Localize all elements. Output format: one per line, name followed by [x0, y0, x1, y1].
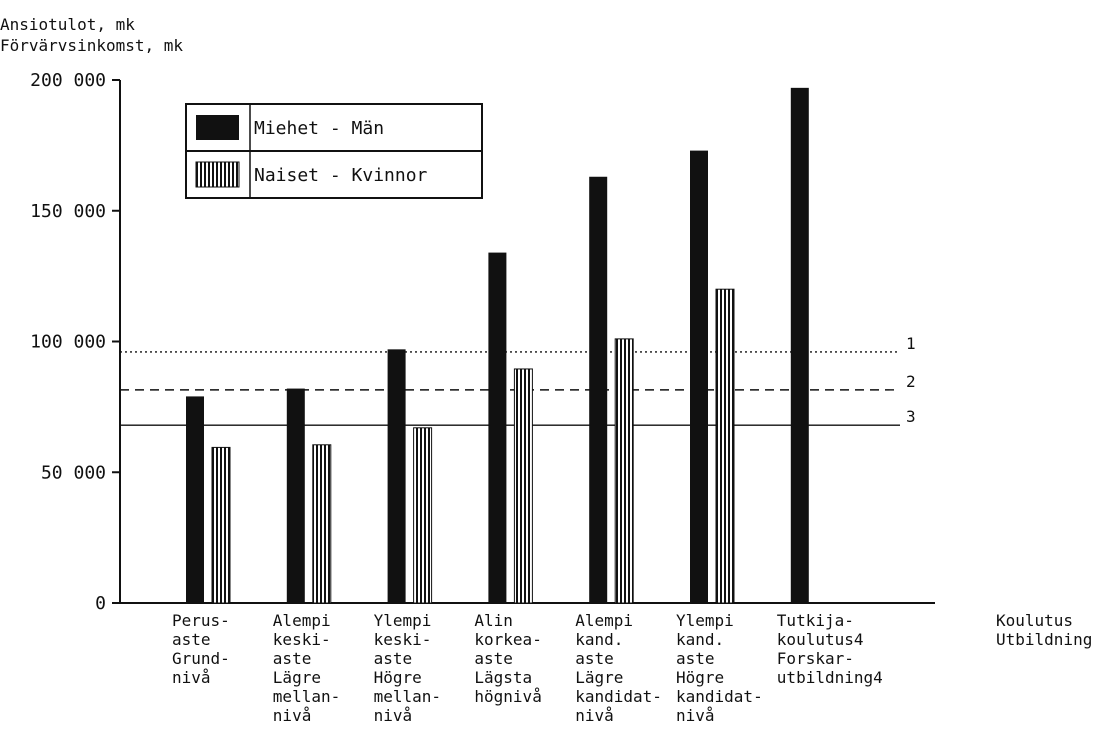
bar-men-7 — [790, 87, 809, 604]
category-label-6-line-4: Högre — [676, 668, 724, 687]
y-ticks: 0 50 000 100 000 150 000 200 000 — [30, 70, 120, 614]
category-label-3-line-2: keski- — [374, 630, 432, 649]
bar-men-5 — [589, 176, 608, 603]
y-tick-label: 50 000 — [41, 462, 106, 483]
bar-women-3 — [413, 427, 433, 604]
category-label-2-line-2: keski- — [273, 630, 331, 649]
category-label-5-line-5: kandidat- — [575, 687, 662, 706]
category-label-4-line-5: högnivå — [474, 687, 541, 706]
y-tick-label: 200 000 — [30, 70, 106, 91]
bars — [186, 87, 809, 604]
legend-label-women: Naiset - Kvinnor — [254, 165, 428, 186]
legend-swatch-men — [196, 115, 239, 140]
bar-women-2 — [312, 444, 332, 604]
category-label-6-line-1: Ylempi — [676, 611, 734, 630]
category-label-3-line-4: Högre — [374, 668, 422, 687]
category-label-5-line-2: kand. — [575, 630, 623, 649]
reference-line-label-3: 3 — [906, 407, 916, 426]
y-axis-title-line-1: Ansiotulot, mk — [0, 15, 135, 34]
category-label-5-line-6: nivå — [575, 706, 614, 725]
reference-lines: 1 2 3 — [120, 334, 916, 426]
bar-men-2 — [286, 388, 305, 603]
legend-label-men: Miehet - Män — [254, 118, 384, 139]
category-label-6-line-6: nivå — [676, 706, 715, 725]
category-label-6-line-2: kand. — [676, 630, 724, 649]
category-label-6-line-3: aste — [676, 649, 715, 668]
bar-women-6 — [715, 288, 735, 604]
reference-line-label-2: 2 — [906, 372, 916, 391]
category-label-4-line-2: korkea- — [474, 630, 541, 649]
category-label-7-line-2: koulutus4 — [777, 630, 864, 649]
y-tick-label: 100 000 — [30, 332, 106, 353]
category-label-6-line-5: kandidat- — [676, 687, 763, 706]
category-label-7-line-4: utbildning4 — [777, 668, 883, 687]
category-label-1-line-3: Grund- — [172, 649, 230, 668]
x-axis-title-line-2: Utbildning — [996, 630, 1092, 649]
category-label-1-line-4: nivå — [172, 668, 211, 687]
category-label-2-line-5: mellan- — [273, 687, 340, 706]
x-axis-title-line-1: Koulutus — [996, 611, 1073, 630]
category-label-3-line-5: mellan- — [374, 687, 441, 706]
category-label-2-line-1: Alempi — [273, 611, 331, 630]
category-labels: Perus-asteGrund-nivåAlempikeski-asteLägr… — [172, 611, 883, 725]
category-label-4-line-3: aste — [474, 649, 513, 668]
category-label-3-line-6: nivå — [374, 706, 413, 725]
category-label-7-line-3: Forskar- — [777, 649, 854, 668]
bar-men-6 — [690, 150, 708, 604]
category-label-4-line-4: Lägsta — [474, 668, 532, 687]
category-label-2-line-6: nivå — [273, 706, 312, 725]
category-label-1-line-1: Perus- — [172, 611, 230, 630]
bar-women-1 — [211, 446, 231, 604]
y-tick-label: 150 000 — [30, 201, 106, 222]
bar-women-5 — [614, 338, 634, 604]
category-label-2-line-4: Lägre — [273, 668, 321, 687]
legend: Miehet - Män Naiset - Kvinnor — [185, 103, 483, 199]
bar-men-1 — [186, 396, 204, 603]
category-label-5-line-1: Alempi — [575, 611, 633, 630]
legend-swatch-women — [195, 161, 240, 188]
category-label-1-line-2: aste — [172, 630, 211, 649]
category-label-3-line-3: aste — [374, 649, 413, 668]
bar-men-3 — [387, 349, 406, 603]
category-label-2-line-3: aste — [273, 649, 312, 668]
category-label-5-line-4: Lägre — [575, 668, 623, 687]
category-label-7-line-1: Tutkija- — [777, 611, 854, 630]
category-label-3-line-1: Ylempi — [374, 611, 432, 630]
y-tick-label: 0 — [95, 593, 106, 614]
y-axis-title-line-2: Förvärvsinkomst, mk — [0, 36, 183, 55]
bar-men-4 — [488, 252, 507, 603]
category-label-5-line-3: aste — [575, 649, 614, 668]
reference-line-label-1: 1 — [906, 334, 916, 353]
bar-women-4 — [513, 368, 533, 604]
category-label-4-line-1: Alin — [474, 611, 513, 630]
